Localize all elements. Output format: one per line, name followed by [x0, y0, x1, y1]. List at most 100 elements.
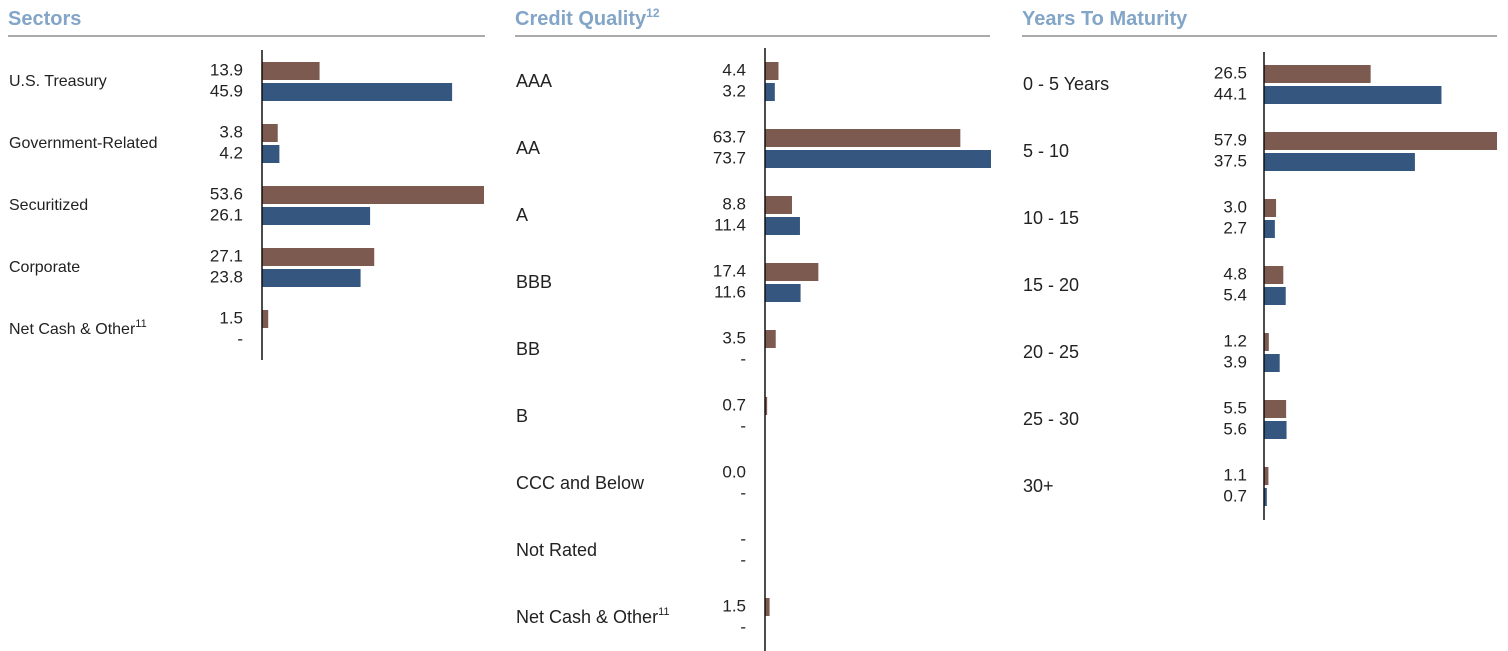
- category-text: BBB: [516, 272, 552, 292]
- bar: [765, 129, 961, 147]
- value-label: 3.9: [1223, 352, 1247, 371]
- category-label: Net Cash & Other11: [9, 318, 147, 338]
- value-label: 11.6: [714, 282, 746, 301]
- bar: [1264, 132, 1497, 150]
- bar: [765, 397, 768, 415]
- category-text: Net Cash & Other: [516, 607, 658, 627]
- category-label: 30+: [1023, 476, 1054, 496]
- category-text: Government-Related: [9, 135, 158, 152]
- category-label: 10 - 15: [1023, 208, 1079, 228]
- value-label: 3.2: [722, 81, 746, 100]
- bar: [765, 217, 800, 235]
- value-label: 2.7: [1223, 218, 1247, 237]
- bar: [765, 83, 775, 101]
- category-label: A: [516, 205, 528, 225]
- title-text: Credit Quality: [515, 8, 647, 30]
- value-label: 37.5: [1214, 151, 1247, 170]
- bar: [1264, 400, 1287, 418]
- category-label: 15 - 20: [1023, 275, 1079, 295]
- bar: [262, 248, 375, 266]
- category-text: A: [516, 205, 528, 225]
- title-text: Sectors: [8, 8, 81, 30]
- value-label: 27.1: [210, 246, 243, 265]
- value-label: 26.5: [1214, 63, 1247, 82]
- value-label: -: [237, 329, 243, 348]
- category-text: Corporate: [9, 259, 80, 276]
- value-label: 53.6: [210, 184, 243, 203]
- bar: [1264, 86, 1442, 104]
- bar: [765, 284, 801, 302]
- value-label: 4.8: [1223, 264, 1247, 283]
- category-text: Securitized: [9, 197, 88, 214]
- value-label: 8.8: [722, 194, 746, 213]
- value-label: 4.4: [722, 60, 746, 79]
- category-label: AA: [516, 138, 540, 158]
- bar: [262, 269, 361, 287]
- category-text: 20 - 25: [1023, 342, 1079, 362]
- bar: [765, 598, 770, 616]
- value-label: 3.8: [219, 122, 243, 141]
- bar: [1264, 287, 1286, 305]
- category-note: 11: [135, 318, 146, 330]
- bar: [262, 310, 269, 328]
- title-note: 12: [646, 6, 660, 20]
- value-label: -: [740, 483, 746, 502]
- value-label: 3.5: [722, 328, 746, 347]
- value-label: 5.4: [1223, 285, 1247, 304]
- value-label: 63.7: [713, 127, 746, 146]
- panel: Years To Maturity 0 - 5 Years 26.5 44.1 5 - …: [1022, 8, 1497, 520]
- bar: [1264, 467, 1269, 485]
- bar: [765, 150, 991, 168]
- panel: Credit Quality12 AAA 4.4 3.2 AA 63.7 73.7 A 8.8 1…: [515, 6, 991, 651]
- category-text: 0 - 5 Years: [1023, 74, 1109, 94]
- category-label: 20 - 25: [1023, 342, 1079, 362]
- bar: [1264, 153, 1415, 171]
- value-label: 73.7: [713, 148, 746, 167]
- panel: Sectors U.S. Treasury 13.9 45.9 Government-R…: [8, 8, 485, 360]
- value-label: 45.9: [210, 81, 243, 100]
- category-text: 30+: [1023, 476, 1054, 496]
- bar: [1264, 333, 1269, 351]
- value-label: -: [740, 529, 746, 548]
- value-label: 1.5: [722, 596, 746, 615]
- category-label: 0 - 5 Years: [1023, 74, 1109, 94]
- title-text: Years To Maturity: [1022, 8, 1188, 30]
- value-label: 44.1: [1214, 84, 1247, 103]
- category-label: BB: [516, 339, 540, 359]
- value-label: 26.1: [210, 205, 243, 224]
- bar: [765, 263, 819, 281]
- panel-title: Credit Quality12: [515, 6, 660, 30]
- value-label: 0.0: [722, 462, 746, 481]
- category-text: Net Cash & Other: [9, 321, 136, 338]
- value-label: 57.9: [1214, 130, 1247, 149]
- category-text: B: [516, 406, 528, 426]
- category-label: U.S. Treasury: [9, 73, 107, 90]
- category-text: 25 - 30: [1023, 409, 1079, 429]
- category-text: Not Rated: [516, 540, 597, 560]
- value-label: -: [740, 349, 746, 368]
- category-label: 5 - 10: [1023, 141, 1069, 161]
- bar: [765, 196, 792, 214]
- bar: [1264, 199, 1277, 217]
- category-text: 15 - 20: [1023, 275, 1079, 295]
- category-label: Net Cash & Other11: [516, 606, 669, 627]
- panel-title: Sectors: [8, 8, 81, 30]
- category-text: AA: [516, 138, 540, 158]
- value-label: 4.2: [219, 143, 243, 162]
- category-note: 11: [658, 606, 669, 618]
- bar: [1264, 488, 1267, 506]
- value-label: 0.7: [722, 395, 746, 414]
- category-text: CCC and Below: [516, 473, 645, 493]
- value-label: 1.2: [1223, 331, 1247, 350]
- bar: [262, 186, 484, 204]
- value-label: -: [740, 416, 746, 435]
- category-label: BBB: [516, 272, 552, 292]
- category-label: Securitized: [9, 197, 88, 214]
- bar: [1264, 421, 1287, 439]
- bar: [1264, 266, 1284, 284]
- bar: [1264, 354, 1280, 372]
- value-label: 1.5: [219, 308, 243, 327]
- category-label: Not Rated: [516, 540, 597, 560]
- panel-title: Years To Maturity: [1022, 8, 1188, 30]
